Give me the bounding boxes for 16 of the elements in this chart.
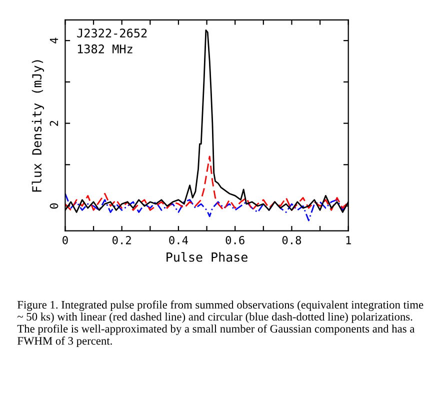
x-tick-label: 0 <box>62 236 68 244</box>
x-tick-label: 1 <box>346 236 351 244</box>
y-tick-label: 4 <box>50 38 58 44</box>
x-tick-label: 0.6 <box>226 236 244 244</box>
x-axis-title: Pulse Phase <box>166 252 248 262</box>
caption: Figure 1. Integrated pulse profile from summed observations (equivalent integration time ~ 50 ks) with linear (red dashed line) and circular (blue dash-dotted line) polarizations. The profile is well-approximated by a small number of Gaussian components and has a FWHM of 3 percent. <box>17 300 424 347</box>
annotation: 1382 MHz <box>78 44 132 54</box>
y-tick-label: 2 <box>50 120 58 126</box>
line-series <box>65 156 348 211</box>
x-tick-label: 0.2 <box>112 236 131 244</box>
annotation: J2322-2652 <box>77 28 147 38</box>
x-tick-label: 0.8 <box>282 236 302 244</box>
y-tick-label: 0 <box>50 203 58 209</box>
line-series <box>65 192 348 222</box>
y-axis-title: Flux Density (mJy) <box>32 60 44 192</box>
x-tick-label: 0.4 <box>169 236 188 244</box>
